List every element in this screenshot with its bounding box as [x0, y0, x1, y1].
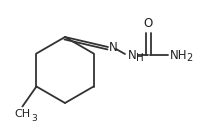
Text: CH: CH	[14, 109, 30, 119]
Text: 2: 2	[186, 53, 192, 63]
Text: O: O	[143, 17, 153, 30]
Text: H: H	[136, 53, 144, 63]
Text: NH: NH	[170, 49, 187, 61]
Text: N: N	[128, 49, 137, 61]
Text: 3: 3	[31, 114, 37, 122]
Text: N: N	[109, 40, 118, 54]
